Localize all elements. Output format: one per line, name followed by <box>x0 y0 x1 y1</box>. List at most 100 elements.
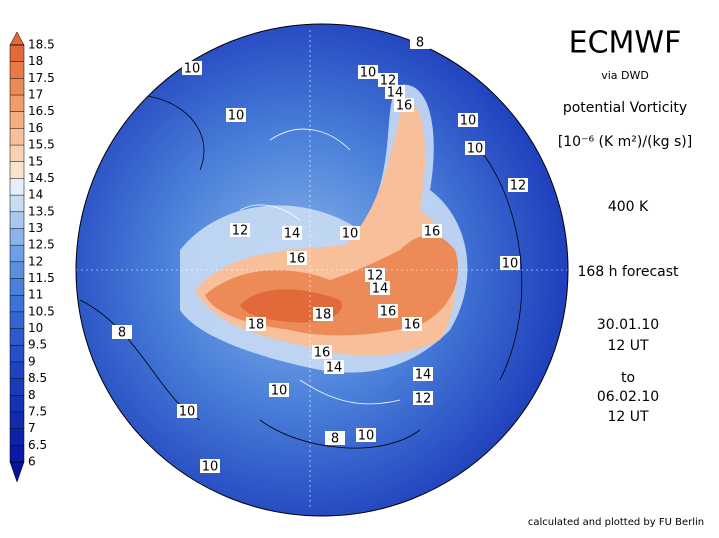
colorbar-band <box>10 61 24 79</box>
contour-label: 16 <box>312 345 332 361</box>
colorbar-band <box>10 161 24 179</box>
contour-label-box <box>200 459 220 473</box>
colorbar-band <box>10 411 24 429</box>
colorbar-band <box>10 361 24 379</box>
contour-label: 10 <box>465 141 485 157</box>
unit: [10⁻⁶ (K m²)/(kg s)] <box>558 134 692 150</box>
colorbar-label: 16.5 <box>28 104 55 118</box>
contour-label: 18 <box>246 317 266 333</box>
contour-label: 12 <box>365 268 385 284</box>
colorbar-band <box>10 378 24 396</box>
colorbar-band <box>10 345 24 362</box>
colorbar-label: 9.5 <box>28 338 47 352</box>
colorbar-frame <box>9 44 25 463</box>
start-time: 12 UT <box>607 338 649 354</box>
contour-label-text: 16 <box>424 225 441 240</box>
colorbar-band <box>10 395 24 412</box>
colorbar-band <box>10 45 24 62</box>
colorbar-label: 11.5 <box>28 271 55 285</box>
colorbar-band <box>10 278 24 296</box>
contour-label: 10 <box>458 113 478 129</box>
contour-label-text: 10 <box>202 460 219 475</box>
colorbar-label: 7.5 <box>28 404 47 418</box>
contour-label-text: 16 <box>314 346 331 361</box>
contour-label-text: 14 <box>372 282 389 297</box>
contour-label: 10 <box>340 226 360 242</box>
level: 400 K <box>608 199 649 215</box>
contour-label-text: 10 <box>179 405 196 420</box>
contour-label-text: 18 <box>315 308 332 323</box>
colorbar-band <box>10 178 24 196</box>
contour-label-box <box>378 73 398 87</box>
contour-label-text: 16 <box>396 99 413 114</box>
contour-label: 12 <box>413 391 433 407</box>
end-time: 12 UT <box>607 409 649 425</box>
contour-label-box <box>246 317 266 331</box>
colorbar-label: 17 <box>28 88 43 102</box>
contour-label: 8 <box>325 431 345 447</box>
contour-label-box <box>413 391 433 405</box>
colorbar-label: 6 <box>28 455 36 469</box>
contour-label-text: 10 <box>460 114 477 129</box>
contour-label: 14 <box>282 226 302 242</box>
contour-label: 14 <box>385 85 405 101</box>
colorbar-band <box>10 445 24 462</box>
contour-label-text: 10 <box>502 257 519 272</box>
contour-label: 8 <box>410 35 430 51</box>
colorbar-label: 10.5 <box>28 304 55 318</box>
contour-label-box <box>282 226 302 240</box>
contour-label-text: 10 <box>184 62 201 77</box>
contour-label: 12 <box>508 178 528 194</box>
contour-label-box <box>325 431 345 445</box>
contour-label-box <box>378 304 398 318</box>
colorbar-label: 17.5 <box>28 71 55 85</box>
colorbar-label: 12 <box>28 254 43 268</box>
colorbar: 18.5 18 17.5 17 16.5 16 15.5 15 14.5 14 13.5 13 12.5… <box>9 38 55 469</box>
contour-label: 10 <box>358 65 378 81</box>
contour-label: 16 <box>378 304 398 320</box>
contour-label: 10 <box>177 404 197 420</box>
contour-label-text: 10 <box>228 109 245 124</box>
colorbar-band <box>10 128 24 146</box>
colorbar-band <box>10 245 24 262</box>
contour-label: 14 <box>370 281 390 297</box>
contour-label-text: 16 <box>289 252 306 267</box>
contour-label-text: 8 <box>118 326 126 341</box>
colorbar-arrow <box>9 31 25 46</box>
forecast: 168 h forecast <box>577 264 679 280</box>
contour-label-box <box>112 325 132 339</box>
colorbar-band <box>10 328 24 346</box>
contour-label-text: 16 <box>404 318 421 333</box>
contour-label: 16 <box>402 317 422 333</box>
credit: calculated and plotted by FU Berlin <box>528 517 704 528</box>
contour-label-box <box>340 226 360 240</box>
colorbar-band <box>10 95 24 112</box>
title: ECMWF <box>569 26 682 61</box>
colorbar-label: 8.5 <box>28 371 47 385</box>
contour-label-text: 14 <box>326 361 343 376</box>
contour-label-box <box>410 35 430 49</box>
contour-label: 10 <box>226 108 246 124</box>
contour-label: 14 <box>324 360 344 376</box>
contour-label: 10 <box>182 61 202 77</box>
contour-label-box <box>370 281 390 295</box>
colorbar-label: 14 <box>28 188 43 202</box>
colorbar-band <box>10 311 24 329</box>
contour-label-box <box>358 65 378 79</box>
contour-label: 8 <box>112 325 132 341</box>
contour-label-text: 8 <box>416 36 424 51</box>
info-panel: ECMWF via DWD potential Vorticity [10⁻⁶ … <box>528 26 704 529</box>
contour-label-text: 12 <box>232 224 249 239</box>
contour-label-box <box>385 85 405 99</box>
contour-label-text: 10 <box>342 227 359 242</box>
contour-label-text: 10 <box>271 384 288 399</box>
contour-label: 10 <box>500 256 520 272</box>
contour-label-box <box>312 345 332 359</box>
colorbar-label: 13.5 <box>28 204 55 218</box>
contour-label-text: 14 <box>415 368 432 383</box>
to: to <box>621 370 635 386</box>
contour-label-text: 12 <box>415 392 432 407</box>
contour-label-text: 10 <box>358 429 375 444</box>
source: via DWD <box>601 69 649 82</box>
contour-label-box <box>269 383 289 397</box>
